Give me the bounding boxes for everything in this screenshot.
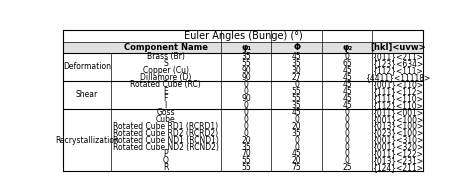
- Text: 35: 35: [292, 129, 301, 138]
- Text: {011}<001>: {011}<001>: [372, 108, 423, 117]
- Text: Deformation: Deformation: [63, 62, 111, 71]
- Bar: [63, 42, 423, 53]
- Text: {111}<110>: {111}<110>: [372, 94, 423, 103]
- Text: 0: 0: [244, 87, 248, 96]
- Text: 55: 55: [292, 94, 301, 103]
- Text: {124}<211>: {124}<211>: [372, 163, 423, 172]
- Text: {112}<110>: {112}<110>: [372, 101, 423, 110]
- Text: 0: 0: [294, 115, 299, 124]
- Text: 70: 70: [241, 150, 251, 159]
- Text: E: E: [164, 87, 168, 96]
- Text: 90: 90: [241, 73, 251, 82]
- Text: {013}<231>: {013}<231>: [372, 156, 423, 165]
- Text: 0: 0: [345, 52, 350, 61]
- Text: 20: 20: [241, 136, 251, 145]
- Text: R: R: [163, 163, 168, 172]
- Text: S: S: [164, 59, 168, 68]
- Text: {112}<111>: {112}<111>: [372, 66, 423, 75]
- Text: I: I: [164, 101, 167, 110]
- Text: Rotated Cube RD1 (RCRD1): Rotated Cube RD1 (RCRD1): [113, 122, 219, 131]
- Text: 0: 0: [345, 108, 350, 117]
- Text: 20: 20: [292, 122, 301, 131]
- Text: {111}<112>: {111}<112>: [372, 87, 423, 96]
- Text: 0: 0: [244, 122, 248, 131]
- Text: 0: 0: [294, 80, 299, 89]
- Text: 27: 27: [292, 73, 301, 82]
- Text: 45: 45: [292, 52, 301, 61]
- Text: {011}<211>: {011}<211>: [372, 52, 423, 61]
- Text: 90: 90: [241, 94, 251, 103]
- Text: 65: 65: [342, 59, 352, 68]
- Text: 35: 35: [292, 101, 301, 110]
- Text: {011}<122>: {011}<122>: [372, 150, 423, 159]
- Text: 0: 0: [244, 115, 248, 124]
- Text: Q: Q: [163, 156, 169, 165]
- Text: 45: 45: [342, 66, 352, 75]
- Text: 0: 0: [244, 129, 248, 138]
- Text: 0: 0: [345, 142, 350, 152]
- Text: {123}<634>: {123}<634>: [372, 59, 423, 68]
- Text: Recrystallization: Recrystallization: [55, 136, 119, 145]
- Text: 55: 55: [241, 156, 251, 165]
- Text: 55: 55: [241, 163, 251, 172]
- Text: Rotated Cube (RC): Rotated Cube (RC): [130, 80, 201, 89]
- Text: Component Name: Component Name: [124, 43, 208, 52]
- Text: Rotated Cube ND1 (RCND1): Rotated Cube ND1 (RCND1): [113, 136, 219, 145]
- Text: Rotated Cube RD2 (RCRD2): Rotated Cube RD2 (RCRD2): [113, 129, 219, 138]
- Text: 0: 0: [244, 108, 248, 117]
- Text: 45: 45: [342, 80, 352, 89]
- Text: {4411}<11118>: {4411}<11118>: [365, 73, 430, 82]
- Text: {001}<320>: {001}<320>: [372, 142, 423, 152]
- Text: Rotated Cube ND2 (RCND2): Rotated Cube ND2 (RCND2): [113, 142, 219, 152]
- Text: {013}<100>: {013}<100>: [372, 122, 423, 131]
- Text: {001}<110>: {001}<110>: [372, 80, 423, 89]
- Text: 45: 45: [292, 108, 301, 117]
- Text: Euler Angles (Bunge) (°): Euler Angles (Bunge) (°): [183, 31, 302, 41]
- Text: Φ: Φ: [293, 43, 300, 52]
- Text: 35: 35: [292, 59, 301, 68]
- Text: 0: 0: [345, 156, 350, 165]
- Text: 35: 35: [241, 52, 251, 61]
- Text: 25: 25: [342, 163, 352, 172]
- Text: φ₁: φ₁: [241, 43, 251, 52]
- Text: 45: 45: [342, 101, 352, 110]
- Text: 45: 45: [292, 150, 301, 159]
- Text: 0: 0: [345, 115, 350, 124]
- Text: 90: 90: [241, 66, 251, 75]
- Text: φ₂: φ₂: [342, 43, 352, 52]
- Text: 0: 0: [294, 136, 299, 145]
- Text: Dillamore (D): Dillamore (D): [140, 73, 191, 82]
- Text: 0: 0: [345, 150, 350, 159]
- Text: Copper (Cu): Copper (Cu): [143, 66, 189, 75]
- Text: 55: 55: [292, 87, 301, 96]
- Text: 35: 35: [241, 142, 251, 152]
- Text: 45: 45: [342, 94, 352, 103]
- Text: {023}<100>: {023}<100>: [372, 129, 423, 138]
- Text: 0: 0: [244, 101, 248, 110]
- Text: 30: 30: [292, 66, 301, 75]
- Text: Shear: Shear: [76, 90, 98, 99]
- Text: 0: 0: [345, 129, 350, 138]
- Text: 0: 0: [294, 142, 299, 152]
- Text: Cube: Cube: [156, 115, 175, 124]
- Text: 0: 0: [345, 136, 350, 145]
- Text: 55: 55: [241, 59, 251, 68]
- Text: Goss: Goss: [156, 108, 175, 117]
- Text: F: F: [164, 94, 168, 103]
- Text: {001}<310>: {001}<310>: [372, 136, 423, 145]
- Text: P: P: [164, 150, 168, 159]
- Text: 20: 20: [292, 156, 301, 165]
- Text: 45: 45: [342, 87, 352, 96]
- Text: 75: 75: [292, 163, 301, 172]
- Text: [hkl]<uvw>: [hkl]<uvw>: [370, 43, 426, 52]
- Text: 0: 0: [244, 80, 248, 89]
- Text: 0: 0: [345, 122, 350, 131]
- Text: {001}<100>: {001}<100>: [372, 115, 423, 124]
- Text: Brass (Br): Brass (Br): [147, 52, 185, 61]
- Text: 45: 45: [342, 73, 352, 82]
